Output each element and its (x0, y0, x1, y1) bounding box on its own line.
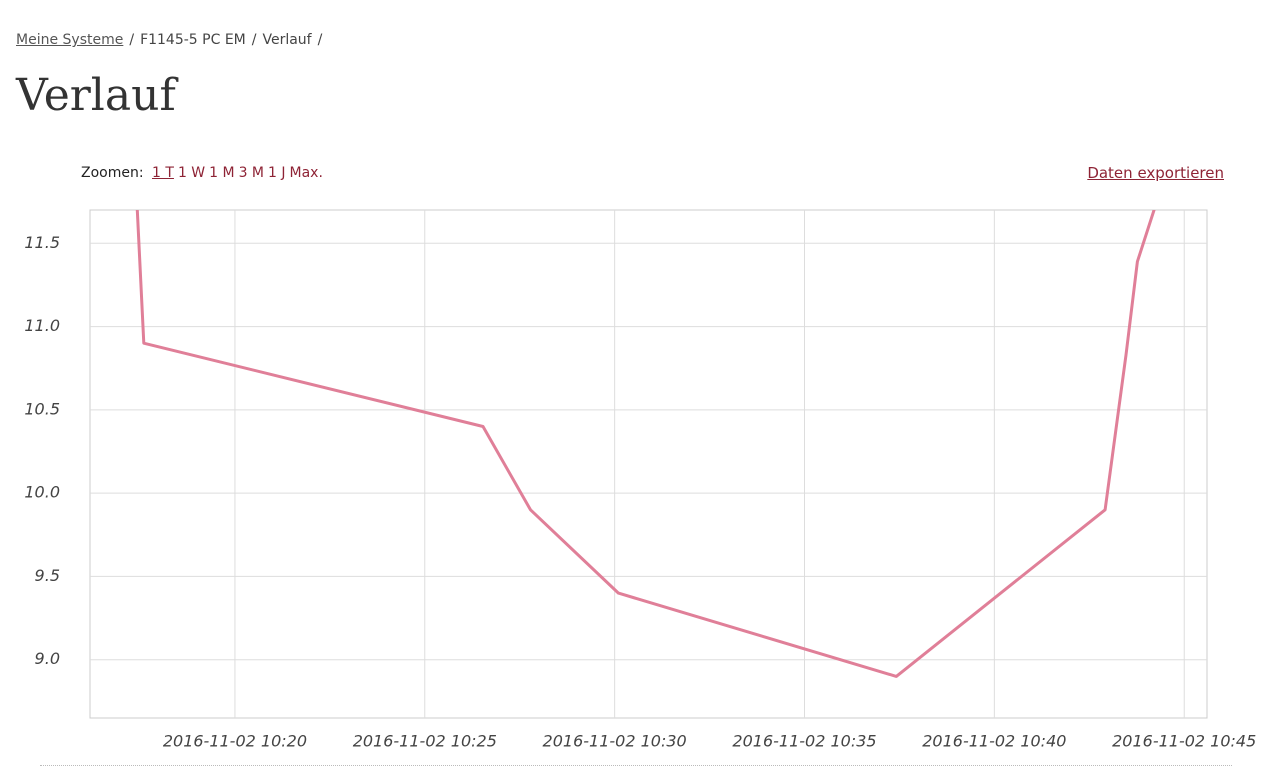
x-tick-label: 2016-11-02 10:45 (1112, 732, 1256, 751)
y-tick-label: 11.0 (24, 316, 60, 335)
zoom-option[interactable]: 3 M (238, 165, 265, 181)
zoom-option[interactable]: Max. (289, 165, 323, 181)
y-tick-label: 9.5 (35, 566, 60, 585)
data-line (135, 210, 1156, 678)
zoom-option[interactable]: 1 J (268, 165, 286, 181)
y-tick-label: 10.5 (24, 399, 60, 418)
separator: / (251, 32, 257, 48)
separator: / (317, 32, 323, 48)
breadcrumb-item: Verlauf (262, 32, 312, 48)
y-tick-label: 9.0 (35, 649, 60, 668)
zoom-label: Zoomen: (81, 165, 144, 181)
divider (40, 765, 1232, 766)
breadcrumb-item: F1145-5 PC EM (140, 32, 246, 48)
zoom-option[interactable]: 1 T (152, 165, 174, 181)
breadcrumb-link[interactable]: Meine Systeme (16, 32, 124, 48)
export-link[interactable]: Daten exportieren (1087, 164, 1224, 182)
breadcrumb: Meine Systeme / F1145-5 PC EM / Verlauf / (16, 32, 328, 48)
separator: / (129, 32, 135, 48)
page-title: Verlauf (16, 70, 176, 121)
x-tick-label: 2016-11-02 10:40 (922, 732, 1066, 751)
x-tick-label: 2016-11-02 10:20 (163, 732, 307, 751)
zoom-option[interactable]: 1 W (177, 165, 206, 181)
y-tick-label: 10.0 (24, 483, 60, 502)
y-tick-label: 11.5 (24, 233, 60, 252)
x-tick-label: 2016-11-02 10:25 (353, 732, 497, 751)
zoom-option[interactable]: 1 M (209, 165, 235, 181)
plot-area (89, 209, 1208, 719)
x-tick-label: 2016-11-02 10:35 (732, 732, 876, 751)
x-tick-label: 2016-11-02 10:30 (543, 732, 687, 751)
